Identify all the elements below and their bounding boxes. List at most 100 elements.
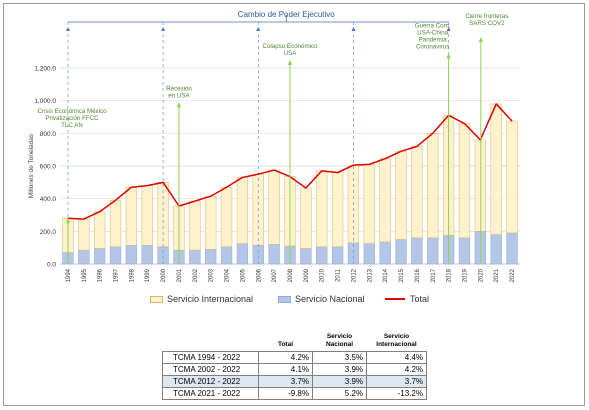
x-tick-label: 1998	[129, 268, 135, 282]
bar-nacional	[220, 246, 233, 265]
table-row: TCMA 2002 - 2022 4.1% 3.9% 4.2%	[162, 363, 427, 376]
x-tick-label: 2019	[462, 268, 468, 282]
bar-nacional	[268, 244, 280, 265]
x-tick-label: 2003	[209, 268, 215, 282]
bar-nacional	[331, 246, 344, 265]
tcma-table: Total Servicio Nacional Servicio Interna…	[162, 333, 427, 400]
bar-internacional	[411, 146, 423, 239]
x-tick-label: 2002	[193, 268, 199, 282]
bar-nacional	[252, 244, 264, 265]
bar-internacional	[220, 186, 233, 248]
x-tick-label: 2022	[510, 268, 516, 282]
bar-internacional	[125, 186, 138, 246]
x-tick-label: 2012	[351, 268, 357, 282]
bar-internacional	[331, 172, 344, 248]
bar-nacional	[490, 234, 502, 265]
bar-nacional	[94, 248, 106, 265]
row-total: 4.2%	[258, 351, 313, 364]
bar-internacional	[189, 200, 201, 251]
bar-nacional	[411, 237, 423, 265]
y-tick-label: 1,200.0	[34, 66, 56, 73]
x-tick-label: 2007	[272, 268, 278, 282]
row-internacional: 3.7%	[366, 375, 427, 388]
table-header-empty	[163, 333, 259, 352]
x-tick-label: 2017	[431, 268, 437, 282]
row-internacional: 4.2%	[366, 363, 427, 376]
bar-nacional	[316, 246, 328, 265]
table-header-nacional: Servicio Nacional	[325, 333, 354, 348]
table-header-internacional: Servicio Internacional	[376, 333, 417, 348]
x-tick-label: 2005	[240, 268, 246, 282]
bar-internacional	[268, 169, 280, 245]
table-header-total: Total	[277, 341, 294, 348]
annotation-arrowhead	[287, 59, 293, 65]
row-nacional: 5.2%	[312, 387, 367, 400]
table-row: TCMA 2021 - 2022 -9.8% 5.2% -13.2%	[162, 387, 427, 400]
annotation-label: Cierre fronteras	[465, 13, 508, 20]
row-internacional: -13.2%	[366, 387, 427, 400]
annotation-arrowhead	[446, 53, 451, 59]
row-nacional: 3.9%	[312, 363, 367, 376]
y-tick-label: 0.0	[47, 262, 56, 269]
row-internacional: 4.4%	[366, 351, 427, 364]
bar-internacional	[141, 185, 153, 246]
bar-nacional	[157, 246, 169, 265]
annotation-label: USA	[284, 50, 298, 57]
x-tick-label: 2015	[399, 268, 405, 282]
x-tick-label: 2004	[225, 268, 231, 282]
executive-change-arrow	[446, 27, 451, 31]
x-tick-label: 2011	[336, 268, 342, 282]
x-tick-label: 1994	[66, 268, 72, 282]
x-tick-label: 2009	[304, 268, 310, 282]
x-tick-label: 2018	[447, 268, 453, 282]
bar-nacional	[189, 249, 201, 265]
row-label: TCMA 2021 - 2022	[162, 387, 259, 400]
legend-line-total	[385, 298, 405, 300]
row-total: 4.1%	[258, 363, 313, 376]
annotation-label: Recesión	[166, 85, 192, 92]
x-tick-label: 2020	[478, 268, 484, 282]
bar-internacional	[205, 195, 217, 250]
row-label: TCMA 2012 - 2022	[162, 375, 259, 388]
table-row: TCMA 1994 - 2022 4.2% 3.5% 4.4%	[162, 351, 427, 364]
x-tick-label: 1999	[145, 268, 151, 282]
bar-nacional	[78, 249, 90, 265]
x-tick-label: 2008	[288, 268, 294, 282]
bar-nacional	[363, 243, 375, 265]
bar-nacional	[506, 232, 518, 265]
bar-nacional	[379, 241, 391, 265]
executive-change-arrow	[351, 27, 356, 31]
bar-internacional	[427, 133, 439, 239]
legend-label-nacional: Servicio Nacional	[295, 294, 365, 304]
legend-item-internacional: Servicio Internacional	[150, 292, 253, 306]
bar-nacional	[236, 243, 249, 265]
annotation-arrowhead	[65, 218, 71, 224]
bar-nacional	[300, 248, 312, 265]
annotation-arrowhead	[478, 36, 484, 42]
x-tick-label: 2021	[494, 268, 500, 282]
row-total: 3.7%	[258, 375, 313, 388]
figure-frame	[3, 3, 585, 406]
bar-internacional	[379, 158, 391, 243]
legend-swatch-nacional	[278, 295, 291, 303]
row-label: TCMA 1994 - 2022	[162, 351, 259, 364]
row-nacional: 3.5%	[312, 351, 367, 364]
row-nacional: 3.9%	[312, 375, 367, 388]
y-tick-label: 1,000.0	[34, 98, 56, 105]
bar-nacional	[125, 244, 138, 265]
legend-item-total: Total	[385, 292, 429, 306]
bar-nacional	[395, 239, 407, 265]
annotation-arrowhead	[176, 102, 182, 108]
annotation-label: Colapso Económico	[262, 43, 318, 50]
bar-internacional	[506, 120, 518, 234]
bar-internacional	[458, 123, 471, 239]
x-tick-label: 2000	[161, 268, 167, 282]
annotation-label: Privatización FFCC	[45, 115, 99, 122]
table-header-row: Total Servicio Nacional Servicio Interna…	[163, 333, 427, 352]
bar-internacional	[300, 187, 312, 249]
bar-internacional	[78, 218, 90, 251]
chart: 0.0 200.0 400.0 600.0 800.0 1,000.0 1,200.0 Mil…	[28, 10, 520, 282]
annotation-label: SARS COV2	[469, 20, 505, 27]
x-tick-label: 1997	[114, 268, 120, 282]
y-axis-label: Millones de Toneladas	[28, 133, 35, 198]
